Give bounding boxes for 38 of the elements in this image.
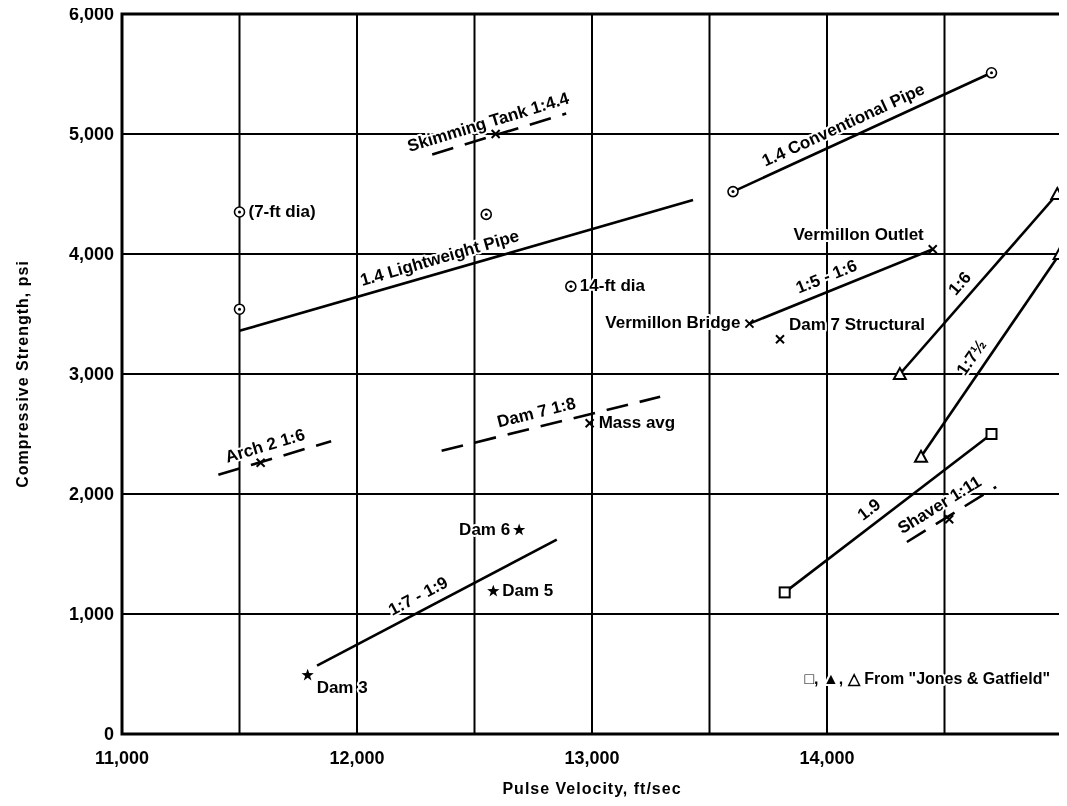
y-tick-label: 2,000 bbox=[68, 484, 114, 504]
point bbox=[487, 584, 500, 597]
annotation: Dam 7 Structural bbox=[789, 315, 926, 335]
point bbox=[985, 67, 998, 79]
point bbox=[778, 586, 791, 599]
text: Dam 7 1:8 bbox=[495, 393, 578, 432]
point bbox=[233, 206, 246, 218]
annotation: Dam 5 bbox=[502, 580, 554, 600]
x-tick-label: 12,000 bbox=[329, 748, 385, 768]
point bbox=[301, 668, 314, 681]
point bbox=[727, 185, 739, 198]
annotation: (7-ft dia) bbox=[248, 201, 316, 221]
y-tick-label: 3,000 bbox=[68, 364, 114, 384]
x-tick-label: 13,000 bbox=[564, 748, 620, 768]
y-tick-label: 0 bbox=[103, 724, 114, 744]
point bbox=[233, 303, 246, 315]
y-tick-label: 1,000 bbox=[68, 604, 114, 624]
x-tick-label: 14,000 bbox=[799, 748, 855, 768]
x-axis-title: Pulse Velocity, ft/sec bbox=[502, 780, 682, 797]
y-axis-title: Compressive Strength, psi bbox=[14, 260, 31, 488]
point bbox=[512, 523, 526, 536]
text: 1.9 bbox=[853, 494, 885, 525]
y-tick-label: 4,000 bbox=[68, 244, 114, 264]
point bbox=[775, 334, 785, 345]
y-tick-label: 5,000 bbox=[68, 124, 114, 144]
text: 1:6 bbox=[944, 267, 976, 299]
point bbox=[480, 208, 493, 221]
y-tick-label: 6,000 bbox=[68, 4, 114, 24]
annotation: Mass avg bbox=[598, 412, 676, 432]
point bbox=[584, 418, 595, 429]
point bbox=[744, 318, 755, 329]
text: 1:7 - 1:9 bbox=[385, 572, 452, 620]
text: Arch 2 1:6 bbox=[222, 424, 308, 467]
point bbox=[565, 280, 577, 293]
point bbox=[490, 129, 501, 139]
point bbox=[985, 428, 998, 440]
annotation: Dam 3 bbox=[316, 678, 368, 698]
x-tick-label: 11,000 bbox=[94, 748, 150, 768]
